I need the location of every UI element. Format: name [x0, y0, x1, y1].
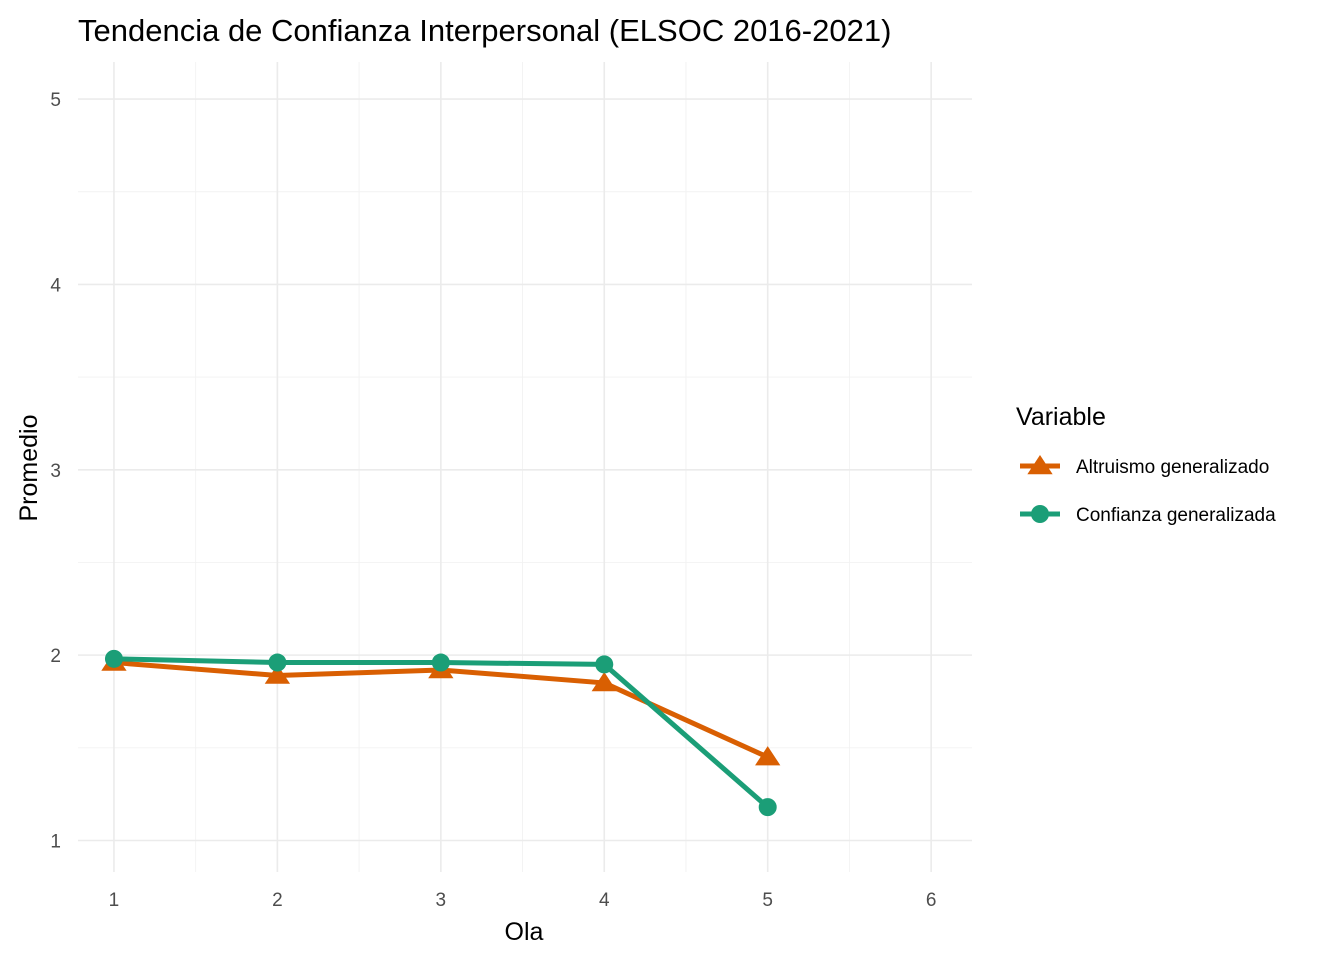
x-tick-label: 1 [109, 890, 120, 911]
data-point-altruismo-generalizado [755, 746, 781, 766]
legend-label-altruismo-generalizado: Altruismo generalizado [1076, 457, 1269, 478]
x-tick-label: 2 [272, 890, 283, 911]
data-point-confianza-generalizada [268, 653, 287, 672]
chart-title: Tendencia de Confianza Interpersonal (EL… [78, 13, 891, 48]
grid-layer [78, 62, 972, 872]
legend-title: Variable [1016, 403, 1106, 431]
y-axis-title: Promedio [15, 415, 43, 522]
data-point-altruismo-generalizado [264, 664, 291, 684]
y-tick-label: 1 [50, 831, 61, 852]
x-tick-label: 5 [762, 890, 773, 911]
y-tick-label: 2 [50, 646, 61, 667]
series-layer [101, 649, 781, 817]
y-tick-label: 4 [50, 275, 61, 296]
data-point-altruismo-generalizado [591, 671, 617, 692]
legend-items: Altruismo generalizado Confianza generali… [1020, 455, 1276, 526]
data-point-confianza-generalizada [595, 655, 614, 674]
legend: Variable Altruismo generalizado Confianza… [1016, 403, 1276, 526]
x-tick-label: 4 [599, 890, 610, 911]
y-tick-label: 3 [50, 461, 61, 482]
legend-key-marker-confianza-generalizada [1031, 505, 1049, 523]
legend-label-confianza-generalizada: Confianza generalizada [1076, 505, 1276, 526]
data-point-confianza-generalizada [758, 798, 777, 817]
y-tick-label: 5 [50, 90, 61, 111]
legend-key-marker-altruismo-generalizado [1027, 455, 1053, 475]
x-tick-label: 3 [436, 890, 447, 911]
data-point-confianza-generalizada [431, 653, 450, 672]
ticks-layer: 1 2 3 4 5 6 1 2 3 4 5 [50, 90, 936, 911]
x-tick-label: 6 [926, 890, 937, 911]
data-point-confianza-generalizada [104, 649, 123, 668]
x-axis-title: Ola [505, 918, 544, 946]
